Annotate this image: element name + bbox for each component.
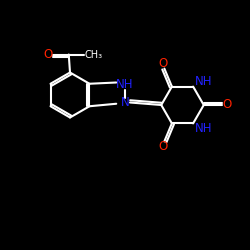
Text: CH₃: CH₃	[85, 50, 103, 59]
Text: NH: NH	[195, 75, 212, 88]
Text: N: N	[120, 96, 130, 109]
Text: NH: NH	[116, 78, 134, 92]
Text: O: O	[158, 56, 168, 70]
Text: O: O	[44, 48, 53, 61]
Text: O: O	[223, 98, 232, 112]
Text: O: O	[158, 140, 168, 153]
Text: NH: NH	[195, 122, 212, 135]
